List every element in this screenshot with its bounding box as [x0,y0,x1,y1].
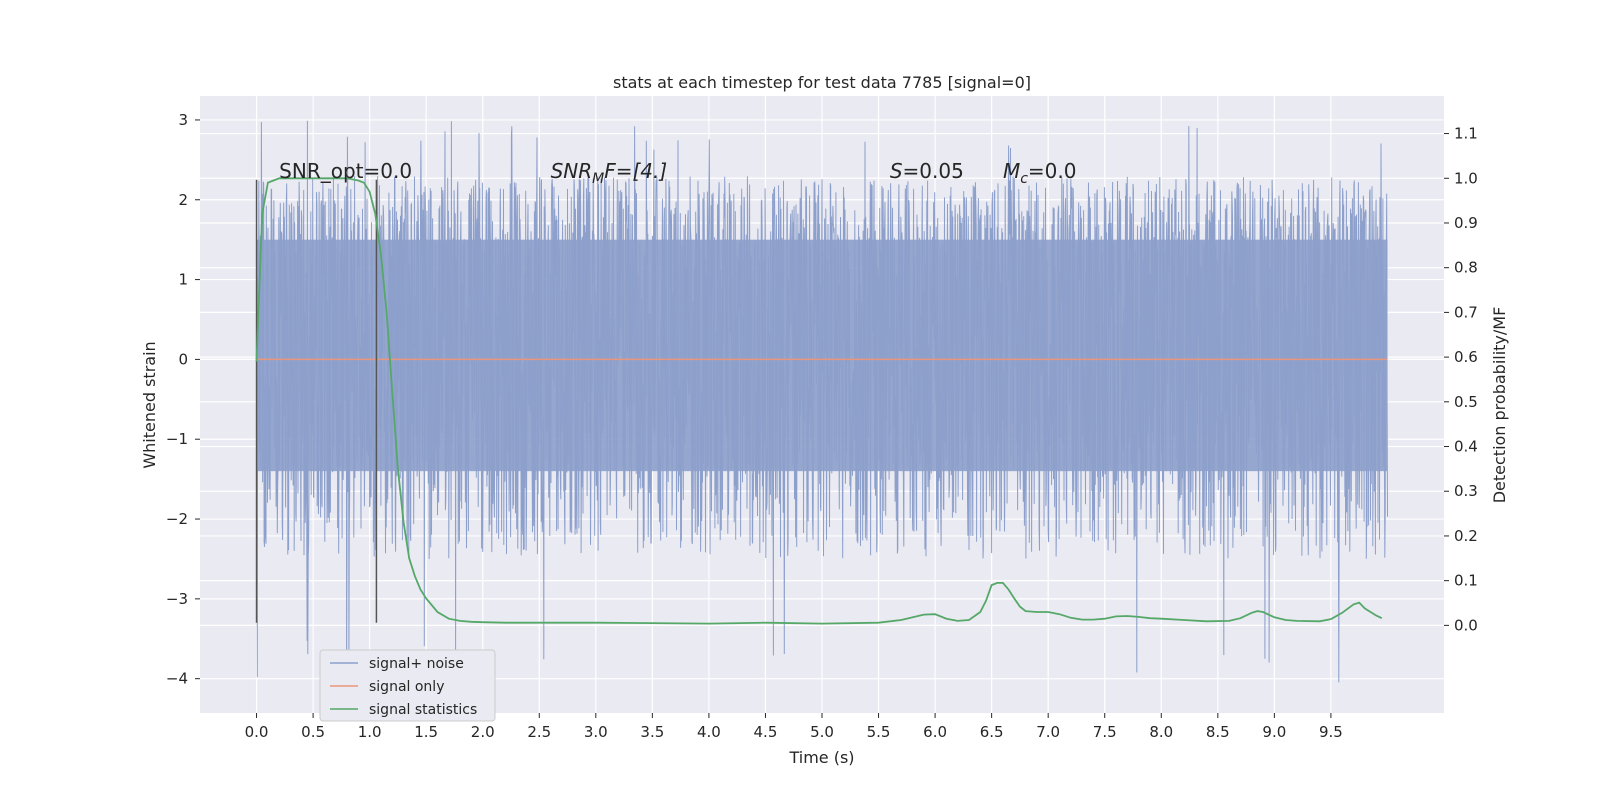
annotation-s-stat: S=0.05 [890,159,964,183]
x-tick-label-18: 9.0 [1262,723,1286,741]
annotation-mc-sub: c [1020,171,1028,187]
y-left-tick-label-4: −1 [166,430,188,448]
x-tick-label-16: 8.0 [1149,723,1173,741]
y-right-tick-label-0: 1.1 [1454,125,1478,143]
x-tick-label-17: 8.5 [1206,723,1230,741]
annotation-mc-rest: =0.0 [1028,159,1077,183]
y-left-tick-label-6: −3 [166,590,188,608]
x-tick-label-1: 0.5 [301,723,325,741]
y-left-tick-label-5: −2 [166,510,188,528]
y-right-tick-label-5: 0.6 [1454,348,1478,366]
y-left-tick-label-2: 1 [178,271,188,289]
x-tick-label-13: 6.5 [980,723,1004,741]
annotation-snr-mf-main: SNR [551,159,593,183]
chart-title: stats at each timestep for test data 778… [613,73,1031,92]
y-left-tick-label-0: 3 [178,111,188,129]
x-tick-label-11: 5.5 [867,723,891,741]
x-tick-label-3: 1.5 [414,723,438,741]
legend-label-signal-statistics: signal statistics [369,702,477,718]
x-tick-label-7: 3.5 [640,723,664,741]
y-axis-right-ticks: 1.1 1.0 0.9 0.8 0.7 0.6 0.5 0.4 0.3 0.2 0.1 0.0 [1444,125,1478,634]
y-right-tick-label-10: 0.1 [1454,572,1478,590]
x-tick-label-0: 0.0 [245,723,269,741]
annotation-snr-mf: SNRMF=[4.] [551,159,668,187]
y-left-tick-label-3: 0 [178,350,188,368]
y-right-tick-label-1: 1.0 [1454,169,1478,187]
annotations: SNR_opt=0.0 SNRMF=[4.] S=0.05 Mc=0.0 [279,159,1076,187]
y-right-tick-label-9: 0.2 [1454,527,1478,545]
x-tick-label-8: 4.0 [697,723,721,741]
annotation-s-rest: =0.05 [903,159,964,183]
legend-box [319,649,496,722]
y-axis-left-ticks: 3 2 1 0 −1 −2 −3 −4 [166,111,200,688]
y-left-tick-label-7: −4 [166,670,188,688]
y-right-tick-label-4: 0.7 [1454,303,1478,321]
annotation-s-main: S [890,159,903,183]
x-tick-label-2: 1.0 [358,723,382,741]
legend-label-signal-noise: signal+ noise [369,656,464,672]
x-tick-label-14: 7.0 [1036,723,1060,741]
x-tick-label-6: 3.0 [584,723,608,741]
x-tick-label-12: 6.0 [923,723,947,741]
y-right-tick-label-11: 0.0 [1454,616,1478,634]
x-tick-label-5: 2.5 [527,723,551,741]
x-tick-label-9: 4.5 [754,723,778,741]
legend-label-signal-only: signal only [369,679,444,695]
y-right-tick-label-7: 0.4 [1454,438,1478,456]
x-tick-label-4: 2.0 [471,723,495,741]
x-tick-label-19: 9.5 [1319,723,1343,741]
noise-trace [256,120,1388,683]
y-right-tick-label-2: 0.9 [1454,214,1478,232]
series-signal-noise [256,120,1388,683]
annotation-mc: Mc=0.0 [1003,159,1077,187]
x-axis-ticks: 0.0 0.5 1.0 1.5 2.0 2.5 3.0 3.5 4.0 4.5 5.0 5.5 6.0 6… [245,713,1343,741]
x-tick-label-15: 7.5 [1093,723,1117,741]
signal-statistics-line [255,177,1383,625]
x-tick-label-10: 5.0 [810,723,834,741]
y-right-tick-label-6: 0.5 [1454,393,1478,411]
y-right-tick-label-3: 0.8 [1454,259,1478,277]
annotation-mc-main: M [1003,159,1020,183]
y-axis-right-label: Detection probability/MF [1490,307,1509,504]
annotation-snr-opt: SNR_opt=0.0 [279,159,412,183]
x-axis-label: Time (s) [788,748,854,767]
y-axis-left-label: Whitened strain [140,341,159,468]
vertical-markers [255,179,378,623]
series-signal-statistics [255,177,1383,625]
y-right-tick-label-8: 0.3 [1454,482,1478,500]
annotation-snr-mf-sub: M [592,171,604,187]
y-left-tick-label-1: 2 [178,191,188,209]
annotation-snr-mf-rest: F=[4.] [604,159,667,183]
legend: signal+ noise signal only signal statist… [319,649,496,722]
